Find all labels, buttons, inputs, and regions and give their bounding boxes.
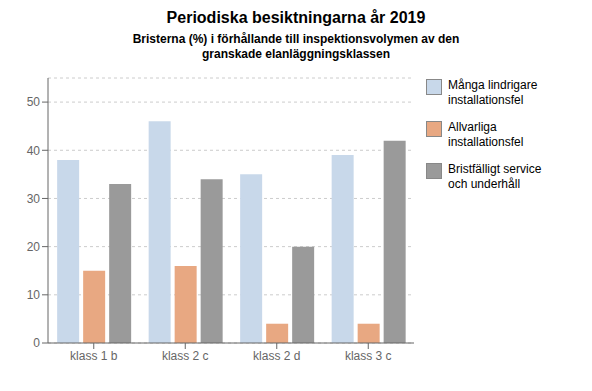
html-text:Allvarliga installationsfel: Allvarliga installationsfel bbox=[448, 120, 524, 149]
html-text:Många lindrigare installations: Många lindrigare installationsfel bbox=[448, 78, 538, 107]
svg-text:20: 20 bbox=[27, 240, 41, 254]
html-text:Bristfälligt service och under: Bristfälligt service och underhåll bbox=[448, 162, 542, 191]
svg-text:10: 10 bbox=[27, 288, 41, 302]
svg-text:klass 3 c: klass 3 c bbox=[345, 349, 392, 363]
svg-text:klass 2 d: klass 2 d bbox=[253, 349, 300, 363]
svg-text:50: 50 bbox=[27, 95, 41, 109]
svg-text:klass 1 b: klass 1 b bbox=[70, 349, 118, 363]
svg-text:klass 2 c: klass 2 c bbox=[162, 349, 209, 363]
html-text:Periodiska besiktningarna år 2: Periodiska besiktningarna år 2019 bbox=[166, 9, 426, 26]
svg-text:40: 40 bbox=[27, 144, 41, 158]
svg-text:30: 30 bbox=[27, 192, 41, 206]
html-text:Bristerna (%) i förhållande ti: Bristerna (%) i förhållande till inspekt… bbox=[132, 32, 460, 61]
svg-text:0: 0 bbox=[33, 336, 40, 350]
